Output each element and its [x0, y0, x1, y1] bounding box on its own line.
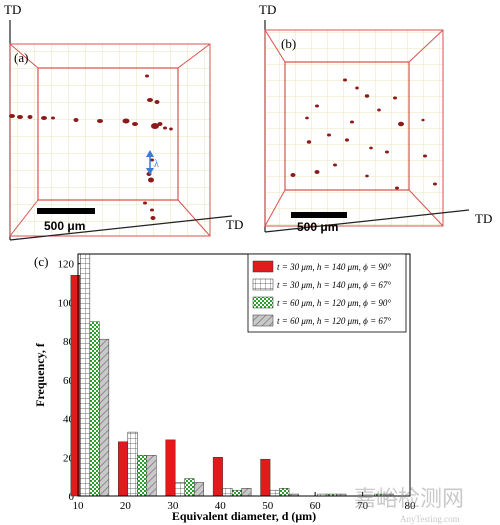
legend-entry: t = 60 μm, h = 120 μm, ϕ = 90° [277, 298, 391, 308]
x-tick-label: 10 [73, 500, 85, 512]
panel-a-scale-bar [37, 208, 95, 214]
x-axis-label: Equivalent diameter, d (μm) [172, 509, 316, 523]
panel-a-label: (a) [14, 50, 28, 65]
panel-c-histogram: (c) 10 20 30 40 50 60 70 80 0 20 40 60 80 100 120 Equi… [33, 253, 464, 524]
legend-entry: t = 30 μm, h = 140 μm, ϕ = 90° [277, 262, 391, 272]
histogram-bar [118, 441, 129, 497]
histogram-bar [222, 488, 233, 497]
panel-c-label: (c) [34, 254, 48, 269]
legend-swatch [252, 278, 274, 291]
histogram-bar [80, 253, 91, 497]
x-tick-label: 80 [405, 500, 417, 512]
panel-a-td-top: TD [4, 2, 21, 17]
histogram-bar [99, 338, 110, 497]
histogram-bar [193, 482, 204, 497]
panel-b-label: (b) [281, 36, 296, 51]
lambda-label: λ [154, 159, 159, 170]
y-tick-label: 20 [63, 452, 75, 464]
panel-b-td-right: TD [475, 211, 492, 226]
legend: t = 30 μm, h = 140 μm, ϕ = 90° t = 30 μm,… [247, 253, 407, 333]
histogram-bar [89, 321, 100, 497]
x-tick-label: 70 [357, 500, 369, 512]
panel-b-scale-bar [291, 212, 347, 218]
panel-a-image: TD (a) λ 500 μm TD [4, 2, 243, 241]
y-axis-label: Frequency, f [33, 342, 47, 407]
panel-a-td-right: TD [226, 217, 243, 232]
histogram-bar [231, 489, 242, 497]
x-tick-label: 20 [120, 500, 132, 512]
watermark-text: 嘉峪检测网 [354, 486, 464, 511]
histogram-bar [184, 478, 195, 497]
panel-a-particles [9, 74, 173, 220]
histogram-bar [146, 455, 157, 497]
watermark: 嘉峪检测网 AnyTesting.com [354, 486, 464, 524]
plot-frame [77, 253, 411, 497]
y-tick-label: 120 [58, 259, 75, 271]
y-tick-label: 0 [69, 491, 75, 503]
panel-b-particles [290, 78, 437, 190]
legend-box [247, 253, 407, 333]
x-tick-label: 50 [262, 500, 274, 512]
x-tick-label: 40 [215, 500, 227, 512]
legend-swatch [252, 296, 274, 309]
x-tick-label: 30 [167, 500, 179, 512]
panel-b-image: TD (b) 500 μm TD [259, 2, 492, 234]
histogram-bar [260, 458, 271, 497]
histogram-bar [241, 488, 252, 497]
panel-b-scale-text: 500 μm [297, 220, 338, 234]
y-tick-label: 80 [63, 336, 75, 348]
legend-entry: t = 30 μm, h = 140 μm, ϕ = 67° [277, 280, 391, 290]
histogram-bar [70, 275, 81, 497]
legend-entry: t = 60 μm, h = 120 μm, ϕ = 67° [277, 316, 391, 326]
histogram-bar [212, 457, 223, 497]
histogram-bar [127, 431, 138, 497]
watermark-url: AnyTesting.com [400, 514, 460, 524]
y-tick-label: 40 [63, 414, 75, 426]
legend-swatch [252, 260, 274, 273]
panel-b-td-top: TD [259, 2, 276, 17]
y-tick-label: 60 [63, 375, 75, 387]
histogram-bar [279, 488, 290, 497]
histogram-bar [165, 439, 176, 497]
y-tick-label: 100 [58, 297, 75, 309]
histogram-bar [137, 455, 148, 497]
histogram-bar [174, 482, 185, 497]
x-tick-label: 60 [310, 500, 322, 512]
panel-a-scale-text: 500 μm [44, 219, 85, 233]
legend-swatch [252, 314, 274, 327]
histogram-bar [269, 489, 280, 497]
